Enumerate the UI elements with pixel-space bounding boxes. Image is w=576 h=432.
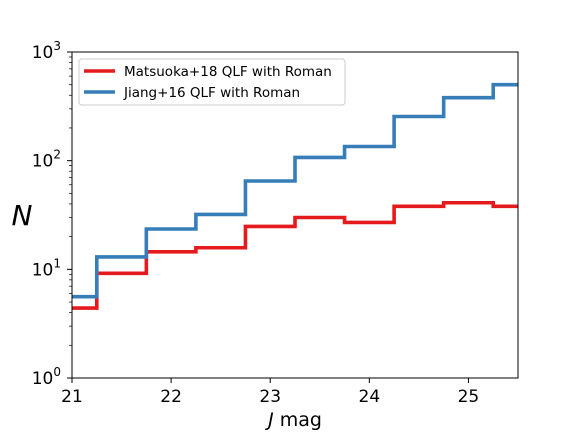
legend-box [78,58,346,106]
legend-label-2: Jiang+16 QLF with Roman [123,85,300,101]
y-tick-label-2: 101 [32,256,61,280]
plot-frame [71,51,519,379]
y-tick-label-1: 100 [32,365,61,389]
x-tick-label-5: 25 [458,387,480,407]
legend-label-1: Matsuoka+18 QLF with Roman [124,64,332,80]
x-axis-label-rest: mag [274,409,322,431]
series-layer [72,82,518,310]
ticks-layer: 21 22 23 24 25 100 101 102 103 [32,39,480,407]
x-tick-label-3: 23 [259,387,281,407]
y-axis-label: N [12,199,33,232]
x-axis-label: J mag [264,409,322,431]
series-line-1 [72,200,518,310]
legend: Matsuoka+18 QLF with Roman Jiang+16 QLF w… [78,58,346,106]
x-tick-label-1: 21 [61,387,83,407]
x-tick-label-4: 24 [359,387,381,407]
y-tick-label-4: 103 [32,39,61,63]
y-tick-label-3: 102 [32,148,61,172]
x-tick-label-2: 22 [160,387,182,407]
x-axis-label-italic: J [264,409,274,431]
series-line-2 [72,82,518,299]
